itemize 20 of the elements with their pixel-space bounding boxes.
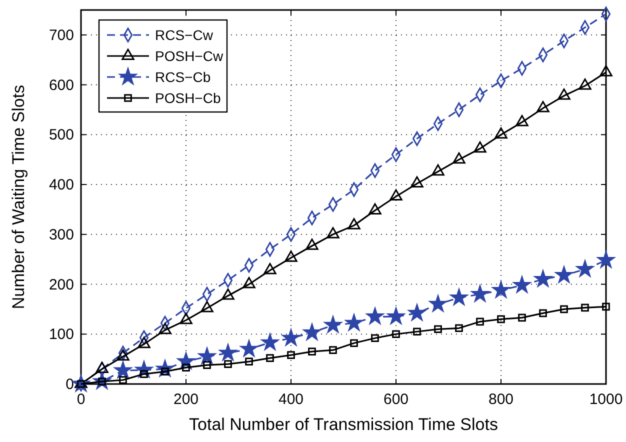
y-tick-label: 400 [48, 176, 74, 194]
y-tick-label: 600 [48, 76, 74, 94]
x-tick-label: 0 [76, 391, 86, 408]
y-tick-label: 300 [48, 226, 74, 244]
y-axis-title: Number of Waiting Time Slots [9, 84, 28, 310]
legend-label: RCS−Cb [155, 69, 211, 85]
y-tick-label: 100 [48, 326, 74, 344]
y-tick-label: 500 [48, 126, 74, 144]
legend-label: POSH−Cw [155, 48, 224, 64]
x-tick-label: 1000 [589, 391, 623, 408]
y-tick-label: 200 [48, 276, 74, 294]
x-tick-label: 400 [278, 391, 304, 408]
legend-label: RCS−Cw [155, 27, 214, 43]
legend-label: POSH−Cb [155, 90, 221, 106]
x-tick-label: 200 [173, 391, 199, 408]
x-tick-label: 600 [383, 391, 409, 408]
x-tick-label: 800 [488, 391, 514, 408]
y-tick-label: 0 [66, 376, 74, 393]
x-axis-title: Total Number of Transmission Time Slots [189, 415, 498, 434]
y-tick-label: 700 [48, 26, 74, 44]
